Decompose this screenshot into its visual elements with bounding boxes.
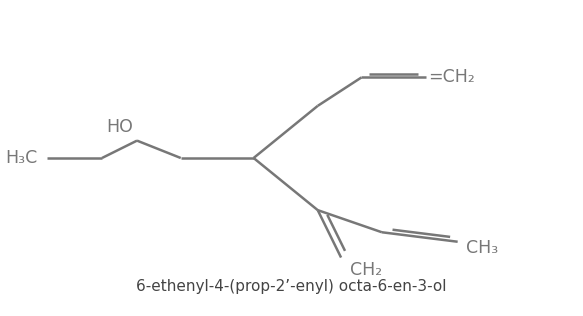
Text: CH₃: CH₃ <box>466 239 498 257</box>
Text: 6-ethenyl-4-(prop-2’-enyl) octa-6-en-3-ol: 6-ethenyl-4-(prop-2’-enyl) octa-6-en-3-o… <box>136 279 447 294</box>
Text: H₃C: H₃C <box>6 149 38 167</box>
Text: HO: HO <box>106 118 133 137</box>
Text: =CH₂: =CH₂ <box>429 69 475 86</box>
Text: CH₂: CH₂ <box>350 261 382 279</box>
